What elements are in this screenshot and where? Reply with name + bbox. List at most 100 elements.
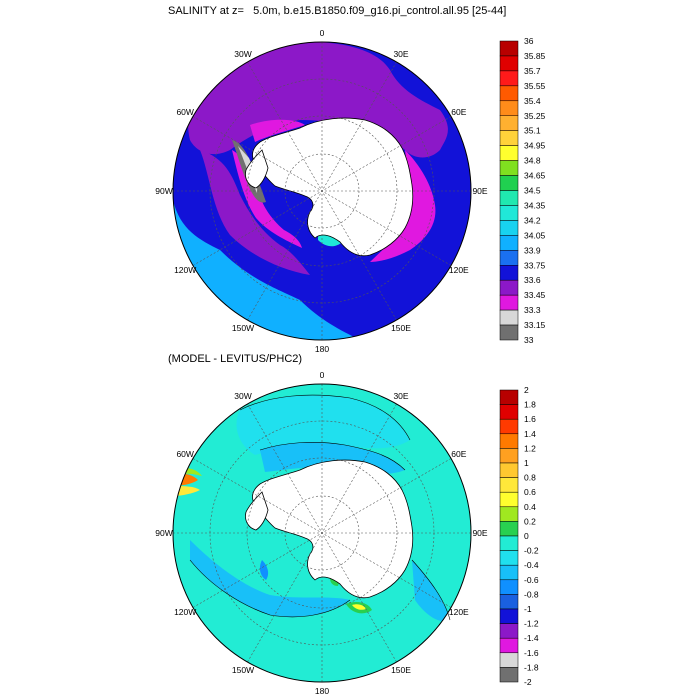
top-colorbar-swatch (499, 205, 519, 221)
bottom-colorbar-label: -1.6 (524, 648, 539, 658)
bottom-lon-label: 180 (315, 686, 329, 696)
top-colorbar-label: 34.8 (524, 156, 541, 166)
bottom-lon-label: 0 (320, 370, 325, 380)
bottom-colorbar-swatch (499, 564, 519, 581)
top-colorbar-swatch (499, 294, 519, 311)
bottom-colorbar-swatch (499, 637, 519, 654)
top-lon-label: 120E (449, 265, 469, 275)
bottom-colorbar-swatch (499, 506, 519, 522)
top-colorbar-swatch (499, 160, 519, 176)
bottom-colorbar-swatch (499, 462, 519, 478)
bottom-contours (189, 394, 451, 621)
bottom-colorbar-label: -1 (524, 604, 532, 614)
bottom-map-boundary (172, 383, 472, 683)
top-colorbar-swatch (499, 190, 519, 206)
top-colorbar-label: 35.4 (524, 96, 541, 106)
top-lon-label: 90W (155, 186, 172, 196)
bottom-colorbar-swatch (499, 623, 519, 639)
top-colorbar-swatch (499, 115, 519, 131)
top-lon-label: 150W (232, 323, 254, 333)
top-colorbar-label: 35.7 (524, 66, 541, 76)
top-colorbar-swatch (499, 70, 519, 87)
top-colorbar-label: 35.25 (524, 111, 546, 121)
top-graticule (173, 42, 471, 340)
bottom-lon-label: 150E (391, 665, 411, 675)
bottom-colorbar-label: 1.4 (524, 429, 536, 439)
top-lon-label: 30E (393, 49, 408, 59)
top-colorbar-label: 36 (524, 36, 534, 46)
bottom-colorbar-swatch (499, 608, 519, 624)
bottom-colorbar-label: 1.8 (524, 400, 536, 410)
top-colorbar-swatch (499, 175, 519, 191)
bottom-colorbar-swatch (499, 667, 519, 683)
top-antarctic-peninsula (245, 149, 269, 189)
bottom-colorbar-swatch (499, 477, 519, 493)
top-lon-label: 30W (234, 49, 251, 59)
top-colorbar-swatch (499, 130, 519, 146)
bottom-lon-label: 60W (176, 449, 193, 459)
bottom-colorbar-label: -0.6 (524, 575, 539, 585)
top-colorbar-swatch (499, 100, 519, 117)
top-colorbar-swatch (499, 250, 519, 266)
bottom-colorbar-label: 1.2 (524, 443, 536, 453)
top-colorbar-swatch (499, 220, 519, 236)
bottom-lon-label: 30W (234, 391, 251, 401)
top-purple-pacific (200, 150, 310, 275)
top-map-boundary (172, 41, 472, 341)
top-colorbar-swatch (499, 145, 519, 161)
bottom-colorbar-label: 0.4 (524, 502, 536, 512)
top-colorbar-label: 33.3 (524, 305, 541, 315)
bottom-colorbar-label: 1 (524, 458, 529, 468)
top-colorbar-label: 33 (524, 335, 534, 345)
bottom-yellow-ross (352, 604, 366, 610)
bottom-colorbar-label: -2 (524, 677, 532, 687)
top-lon-label: 180 (315, 344, 329, 354)
bottom-colorbar-swatch (499, 404, 519, 420)
top-lon-label: 60E (451, 107, 466, 117)
top-colorbar-label: 34.65 (524, 171, 546, 181)
top-colorbar-label: 35.85 (524, 51, 546, 61)
top-colorbar-label: 33.15 (524, 320, 546, 330)
top-colorbar-swatch (499, 324, 519, 341)
top-lon-label: 0 (320, 28, 325, 38)
bottom-colorbar-swatch (499, 418, 519, 435)
bottom-colorbar-swatch (499, 491, 519, 508)
bottom-colorbar-label: -1.4 (524, 633, 539, 643)
bottom-colorbar-swatch (499, 579, 519, 595)
bottom-colorbar-label: 0.8 (524, 473, 536, 483)
bottom-colorbar-label: 1.6 (524, 414, 536, 424)
top-colorbar-swatch (499, 55, 519, 72)
top-colorbar-swatch (499, 265, 519, 281)
top-colorbar-label: 33.45 (524, 290, 546, 300)
bottom-lon-label: 30E (393, 391, 408, 401)
top-title: SALINITY at z= 5.0m, b.e15.B1850.f09_g16… (168, 5, 506, 17)
top-lon-label: 60W (176, 107, 193, 117)
bottom-lon-label: 60E (451, 449, 466, 459)
top-colorbar-swatch (499, 309, 519, 326)
bottom-colorbar-label: -1.8 (524, 662, 539, 672)
top-lon-label: 120W (174, 265, 196, 275)
bottom-colorbar-swatch (499, 594, 519, 610)
top-colorbar-swatch (499, 40, 519, 57)
top-colorbar-swatch (499, 85, 519, 102)
bottom-colorbar-swatch (499, 389, 519, 405)
bottom-blue-peninsula (259, 560, 269, 580)
top-colorbar-label: 35.55 (524, 81, 546, 91)
bottom-lon-label: 120E (449, 607, 469, 617)
bottom-blue-pacific (190, 540, 350, 617)
bottom-colorbar-label: -0.8 (524, 589, 539, 599)
bottom-colorbar-swatch (499, 535, 519, 551)
bottom-antarctic-peninsula (245, 491, 269, 531)
top-colorbar-label: 34.95 (524, 141, 546, 151)
bottom-graticule (173, 384, 471, 682)
top-colorbar-label: 34.05 (524, 230, 546, 240)
bottom-lightblue-atlantic (236, 395, 410, 455)
bottom-colorbar: 2 1.8 1.6 1.4 1.2 1 0.8 0.6 0.4 0.2 0 -0.2 -0.4 -0.6 -… (499, 385, 539, 687)
bottom-colorbar-label: 2 (524, 385, 529, 395)
bottom-map: 0 30E 60E 90E 120E 150E 180 150W 120W 90W 60W 30W (155, 370, 488, 696)
bottom-colorbar-label: -0.2 (524, 546, 539, 556)
bottom-lon-label: 90W (155, 528, 172, 538)
bottom-lon-label: 150W (232, 665, 254, 675)
